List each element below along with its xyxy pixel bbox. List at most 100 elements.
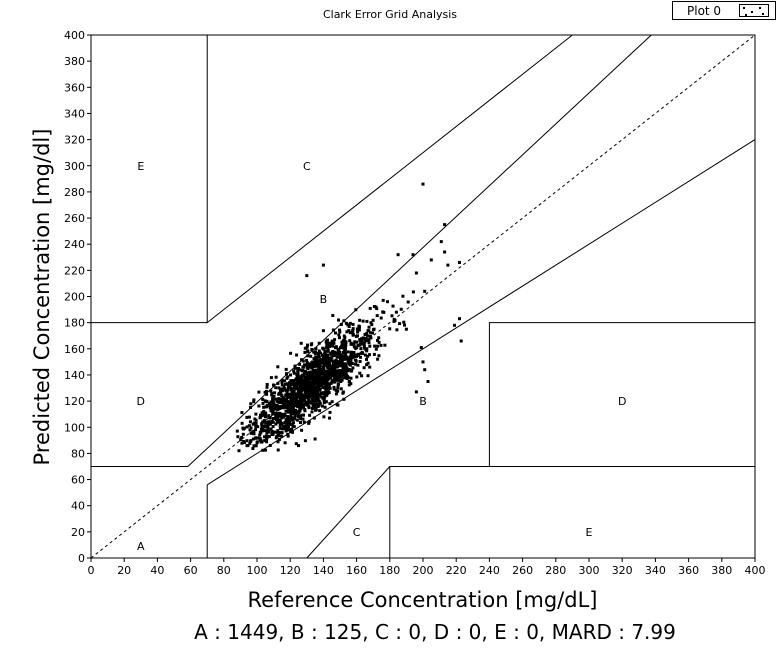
- zone-boundary-line-3: [91, 34, 652, 467]
- data-point: [334, 388, 338, 392]
- data-point: [318, 362, 322, 366]
- data-point: [349, 382, 353, 386]
- data-point: [324, 384, 328, 388]
- data-point: [262, 413, 266, 417]
- x-tick-label: 180: [379, 564, 400, 577]
- x-tick-label: 360: [678, 564, 699, 577]
- data-point: [235, 429, 239, 433]
- data-point: [303, 409, 307, 413]
- data-point: [326, 370, 330, 374]
- data-point: [283, 427, 287, 431]
- data-point: [307, 365, 311, 368]
- data-point: [338, 375, 342, 379]
- data-point: [293, 415, 297, 419]
- data-point: [329, 341, 333, 345]
- data-point: [276, 440, 280, 444]
- data-point: [327, 357, 331, 361]
- zone-label-d: D: [618, 395, 626, 408]
- data-point: [273, 391, 277, 395]
- data-point: [286, 395, 290, 399]
- data-point: [315, 403, 319, 407]
- data-point: [321, 354, 325, 358]
- data-point: [255, 440, 259, 444]
- data-point: [302, 373, 306, 377]
- data-point: [278, 437, 281, 441]
- data-point: [263, 435, 266, 439]
- data-point: [358, 360, 362, 363]
- data-point: [272, 383, 275, 387]
- data-point: [411, 253, 415, 257]
- data-point: [280, 394, 284, 398]
- data-point: [339, 370, 342, 374]
- data-point: [339, 353, 343, 357]
- legend[interactable]: Plot 0: [672, 1, 776, 20]
- data-point: [305, 345, 309, 349]
- data-point: [277, 391, 281, 395]
- data-point: [329, 373, 333, 377]
- data-point: [334, 353, 338, 357]
- data-point: [368, 365, 372, 369]
- data-point: [331, 361, 335, 365]
- data-point: [348, 321, 352, 325]
- data-point: [356, 334, 359, 338]
- data-point: [341, 366, 345, 370]
- data-point: [309, 392, 313, 396]
- data-point: [376, 339, 379, 342]
- data-point: [302, 413, 305, 417]
- data-point: [343, 344, 347, 348]
- data-point: [369, 321, 373, 325]
- data-point: [301, 373, 305, 377]
- data-point: [283, 386, 287, 390]
- data-point: [240, 411, 244, 414]
- zone-label-d: D: [137, 395, 145, 408]
- data-point: [343, 371, 347, 375]
- data-point: [300, 358, 304, 362]
- data-point: [290, 387, 294, 391]
- data-point: [302, 420, 306, 424]
- data-point: [285, 382, 289, 386]
- data-point: [379, 343, 383, 347]
- data-point: [307, 399, 311, 403]
- data-point: [274, 386, 278, 390]
- data-point: [338, 336, 341, 340]
- data-point: [365, 357, 368, 361]
- data-point: [274, 422, 278, 426]
- data-point: [341, 368, 345, 372]
- data-point: [325, 381, 329, 385]
- data-point: [362, 342, 366, 345]
- data-point: [327, 341, 331, 345]
- data-point: [414, 390, 418, 394]
- data-point: [308, 373, 312, 377]
- x-tick-label: 240: [479, 564, 500, 577]
- data-point: [323, 349, 327, 353]
- data-point: [353, 358, 357, 362]
- data-point: [377, 354, 381, 358]
- data-point: [264, 411, 268, 415]
- data-point: [337, 372, 341, 376]
- data-point: [335, 355, 339, 359]
- data-point: [322, 375, 326, 379]
- data-point: [354, 346, 358, 350]
- data-point: [329, 352, 333, 356]
- data-point: [277, 386, 281, 390]
- data-point: [340, 378, 344, 382]
- data-point: [249, 402, 253, 406]
- data-point: [280, 422, 284, 426]
- data-point: [254, 424, 258, 428]
- data-point: [324, 388, 328, 392]
- data-point: [286, 415, 290, 419]
- data-point: [342, 397, 346, 401]
- data-point: [325, 342, 329, 346]
- data-point: [306, 343, 309, 347]
- data-point: [310, 410, 314, 414]
- data-point: [344, 351, 348, 355]
- data-point: [252, 400, 256, 404]
- data-point: [374, 305, 378, 309]
- data-point: [343, 357, 347, 361]
- data-point: [321, 370, 325, 374]
- data-point: [359, 347, 363, 351]
- data-point: [315, 398, 319, 402]
- data-point: [392, 319, 396, 323]
- data-point: [324, 340, 328, 344]
